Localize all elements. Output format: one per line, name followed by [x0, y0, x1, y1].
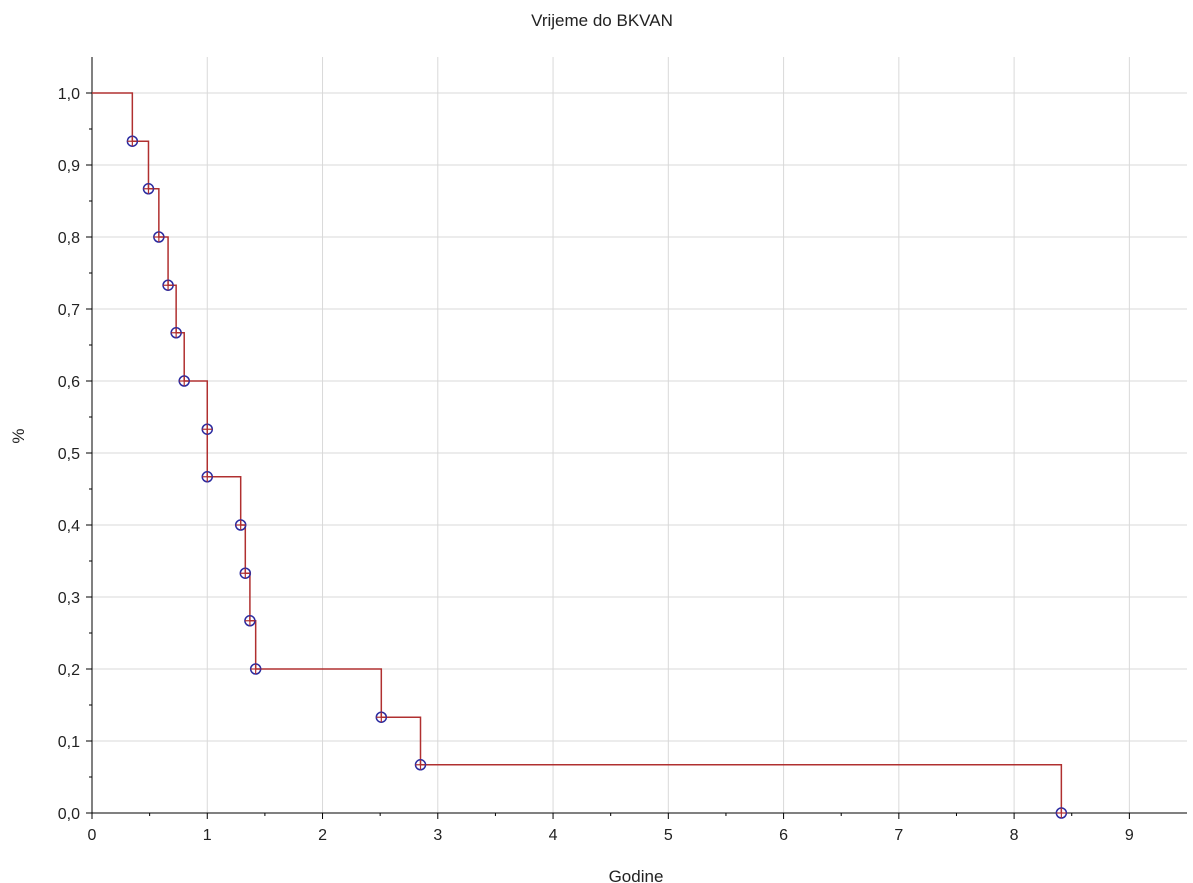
- x-axis-label: Godine: [609, 867, 664, 883]
- x-tick-label-2: 2: [318, 827, 327, 844]
- y-tick-label-3: 0,3: [58, 590, 80, 607]
- y-tick-label-1: 0,1: [58, 734, 80, 751]
- data-point-11: [249, 663, 262, 675]
- data-point-14: [1055, 807, 1068, 819]
- data-point-13: [414, 759, 427, 771]
- data-point-3: [162, 279, 174, 291]
- y-tick-label-6: 0,6: [58, 374, 80, 391]
- y-tick-label-5: 0,5: [58, 446, 80, 463]
- x-ticks: 0 1 2 3 4 5 6 7 8 9: [88, 813, 1134, 844]
- y-axis-label: %: [9, 428, 28, 443]
- data-point-0: [126, 135, 139, 147]
- y-ticks: 0,0 0,1 0,2 0,3 0,4 0,5 0,6 0,7 0,8 0,9 1,0: [58, 86, 92, 823]
- data-point-5: [178, 375, 190, 387]
- x-tick-label-7: 7: [894, 827, 903, 844]
- y-tick-label-8: 0,8: [58, 230, 80, 247]
- series-line-0: [92, 92, 1063, 813]
- data-point-7: [201, 471, 214, 483]
- x-tick-label-8: 8: [1010, 827, 1019, 844]
- data-point-12: [375, 711, 388, 723]
- x-tick-label-4: 4: [549, 827, 558, 844]
- y-tick-label-0: 0,0: [58, 806, 80, 823]
- x-tick-label-9: 9: [1125, 827, 1134, 844]
- y-tick-label-10: 1,0: [58, 86, 80, 103]
- series: [92, 92, 1068, 819]
- chart-title: Vrijeme do BKVAN: [531, 11, 673, 30]
- x-tick-label-1: 1: [203, 827, 212, 844]
- data-point-9: [239, 567, 252, 579]
- y-tick-label-4: 0,4: [58, 518, 80, 535]
- x-tick-label-6: 6: [779, 827, 788, 844]
- data-point-1: [142, 183, 155, 195]
- data-point-8: [234, 519, 247, 531]
- data-point-4: [170, 327, 182, 339]
- axes: [91, 57, 1187, 814]
- grid: [92, 57, 1187, 813]
- y-tick-label-7: 0,7: [58, 302, 80, 319]
- x-tick-label-3: 3: [433, 827, 442, 844]
- y-tick-label-2: 0,2: [58, 662, 80, 679]
- data-point-6: [201, 423, 214, 435]
- y-tick-label-9: 0,9: [58, 158, 80, 175]
- data-point-10: [244, 615, 256, 627]
- x-tick-label-5: 5: [664, 827, 673, 844]
- x-tick-label-0: 0: [88, 827, 97, 844]
- data-point-2: [153, 231, 165, 243]
